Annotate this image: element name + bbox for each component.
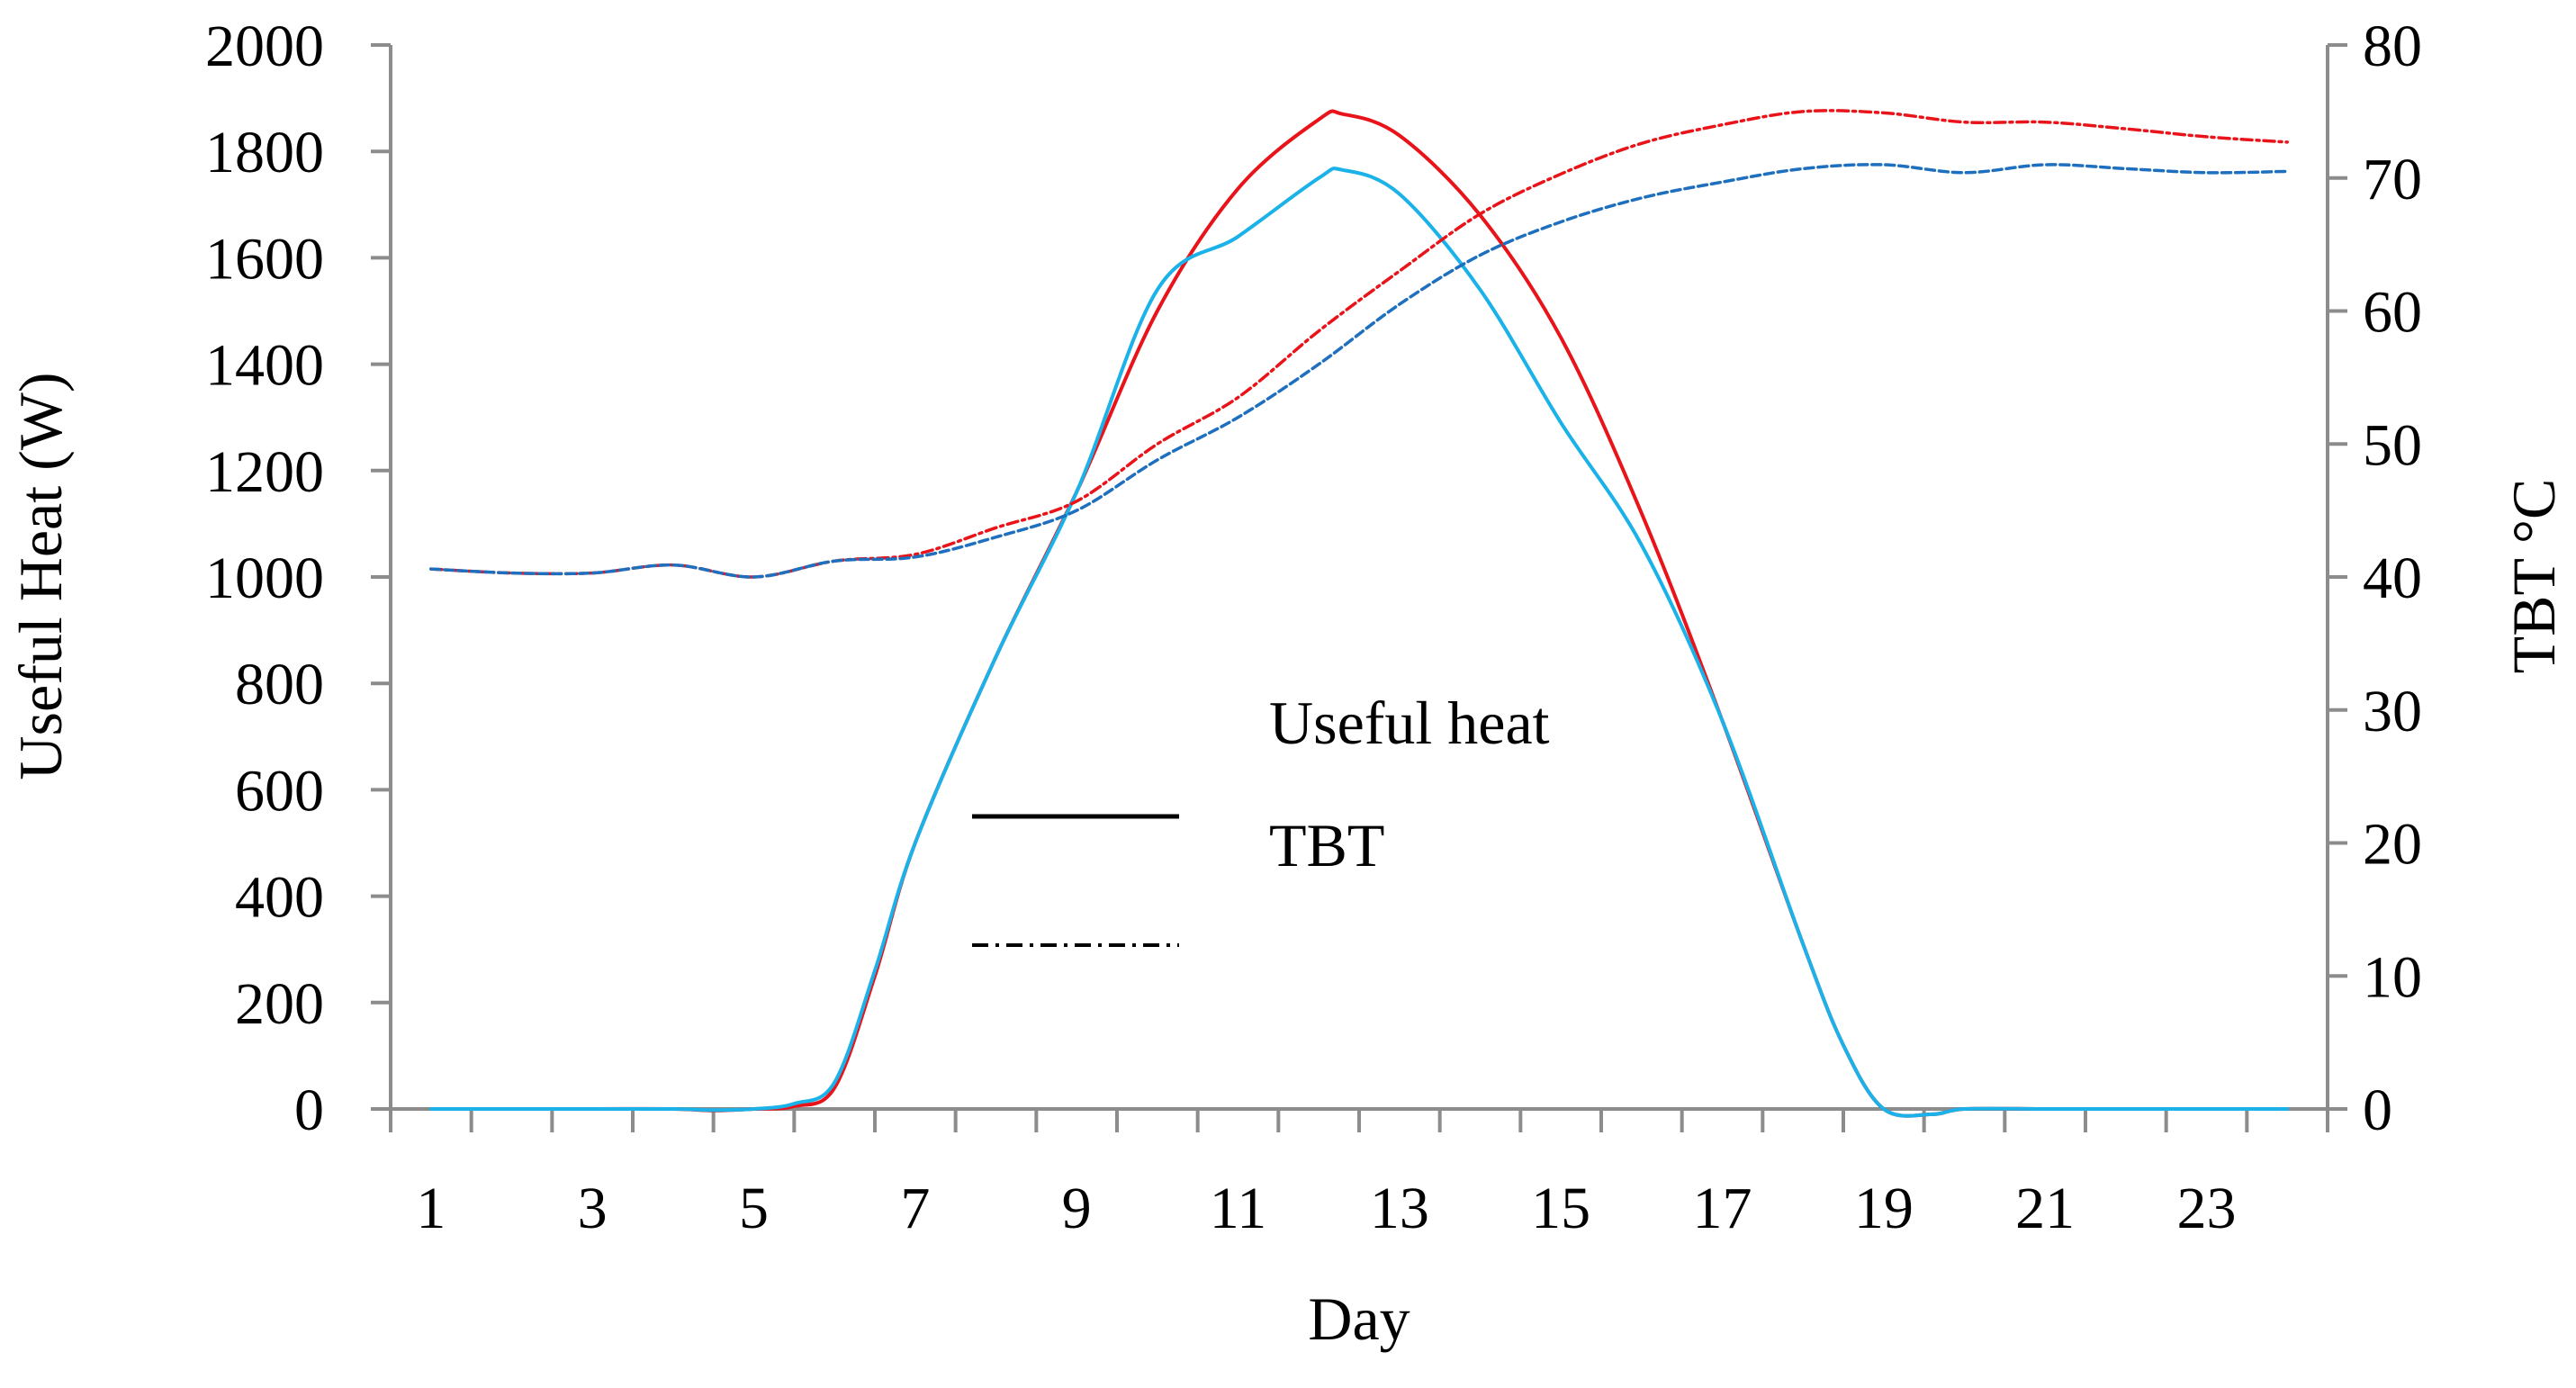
x-tick-label: 1 (416, 1176, 446, 1241)
series-line-0 (428, 109, 2290, 1118)
y-tick-label: 2000 (205, 14, 324, 79)
y2-tick-label: 40 (2363, 545, 2422, 611)
y-axis-title: Useful Heat (W) (6, 372, 75, 780)
y-tick-label: 400 (235, 865, 324, 931)
x-tick-label: 9 (1062, 1176, 1092, 1241)
series-line-1 (428, 167, 2290, 1118)
y-tick-label: 800 (235, 652, 324, 717)
x-tick-label: 3 (578, 1176, 608, 1241)
y2-tick-label: 20 (2363, 812, 2422, 878)
x-tick-label: 23 (2177, 1176, 2237, 1241)
y-tick-label: 1600 (205, 226, 324, 292)
y-tick-label: 1400 (205, 333, 324, 399)
legend: Useful heat TBT (972, 689, 1550, 947)
x-tick-label: 5 (739, 1176, 769, 1241)
y-tick-label: 0 (294, 1077, 324, 1143)
tick-marks (371, 43, 2347, 1132)
x-tick-label: 21 (2015, 1176, 2075, 1241)
y2-tick-label: 0 (2363, 1077, 2392, 1143)
y-tick-label: 1000 (205, 545, 324, 611)
series-layer (428, 109, 2290, 1118)
series-line-3 (429, 163, 2289, 579)
y2-tick-label: 80 (2363, 14, 2422, 79)
y2-tick-label: 60 (2363, 280, 2422, 346)
y2-tick-label: 10 (2363, 944, 2422, 1010)
x-tick-label: 13 (1370, 1176, 1429, 1241)
y-tick-label: 600 (235, 758, 324, 824)
y2-tick-label: 50 (2363, 412, 2422, 478)
y-tick-label: 1200 (205, 439, 324, 505)
x-tick-label: 11 (1210, 1176, 1267, 1241)
x-tick-label: 17 (1693, 1176, 1752, 1241)
x-tick-label: 15 (1531, 1176, 1590, 1241)
x-axis-title: Day (1308, 1284, 1410, 1353)
tick-labels: 1 3 5 7 9 11 13 15 17 19 21 23020040060080010001200… (205, 14, 2422, 1241)
y2-axis-title: TBT °C (2499, 479, 2568, 674)
x-tick-label: 7 (900, 1176, 930, 1241)
legend-label-tbt: TBT (1269, 811, 1384, 879)
x-tick-label: 19 (1854, 1176, 1914, 1241)
y2-tick-label: 30 (2363, 679, 2422, 744)
y-tick-label: 200 (235, 971, 324, 1037)
y-tick-label: 1800 (205, 120, 324, 185)
series-line-2 (429, 109, 2289, 579)
legend-label-useful-heat: Useful heat (1269, 689, 1550, 757)
y2-tick-label: 70 (2363, 147, 2422, 212)
